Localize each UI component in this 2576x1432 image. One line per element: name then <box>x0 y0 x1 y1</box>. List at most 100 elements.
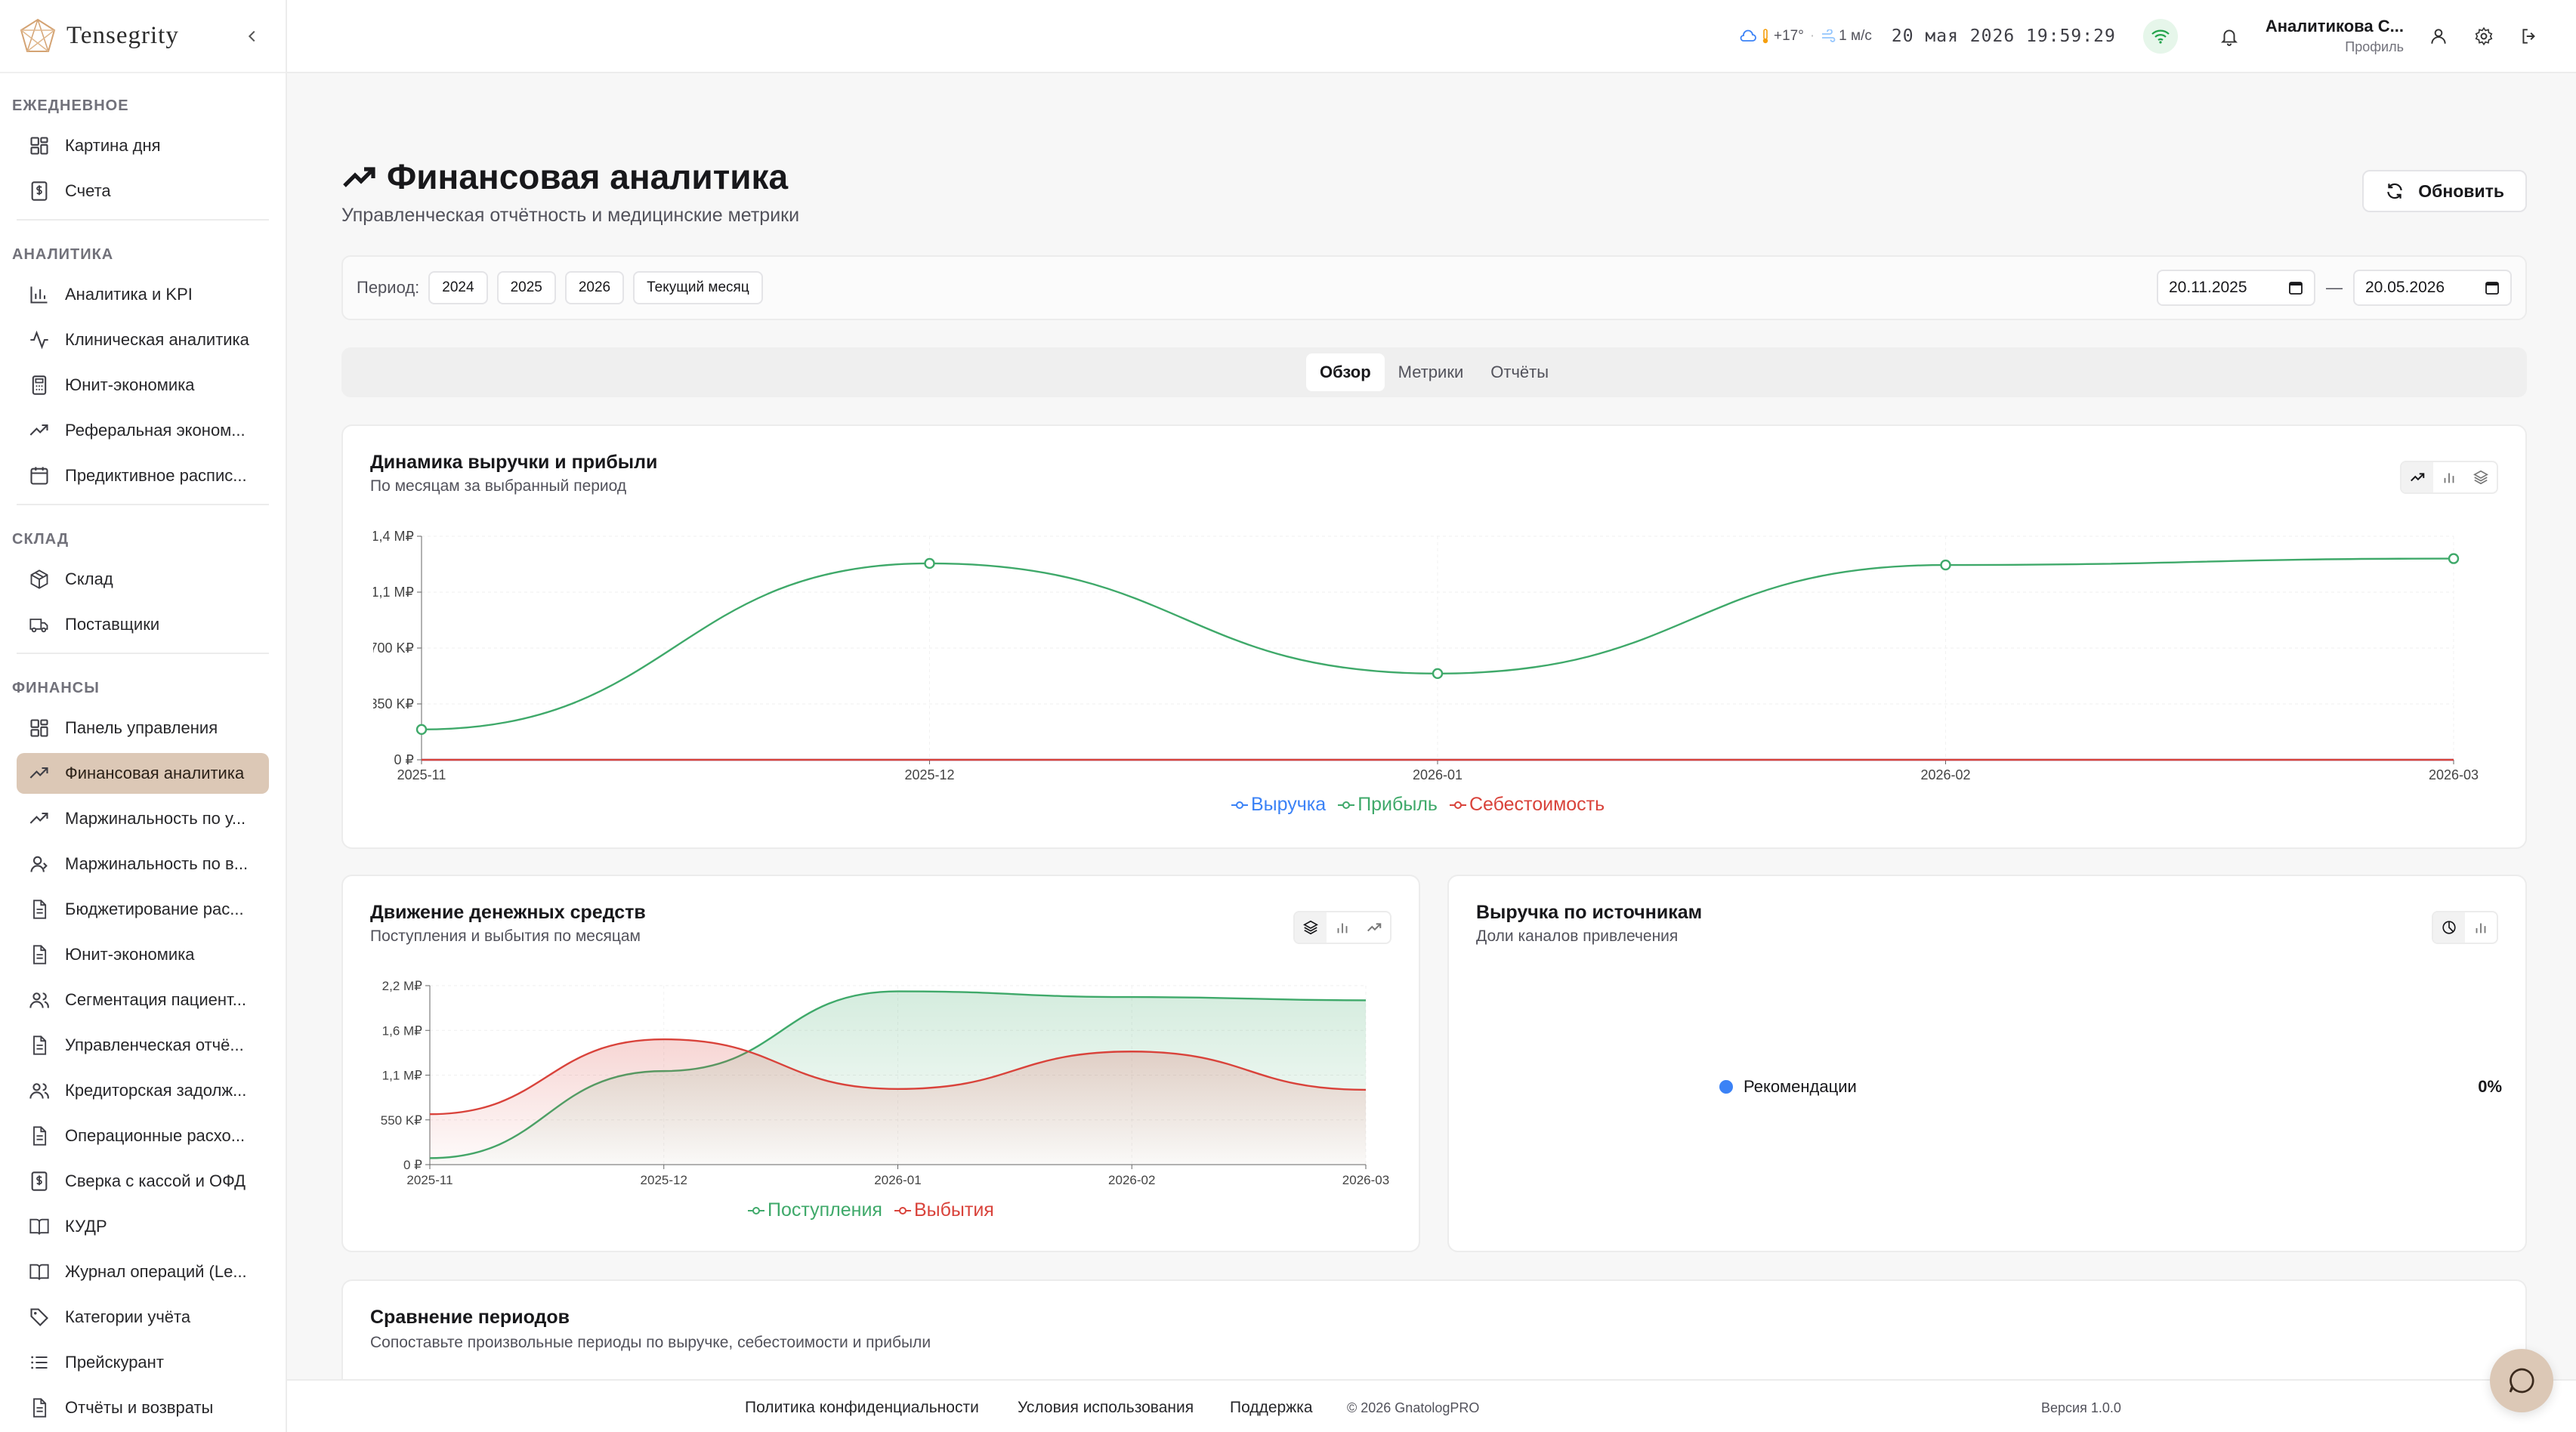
legend-item-outflow[interactable]: Выбытия <box>894 1199 994 1221</box>
sidebar-item-label: Управленческая отчё... <box>65 1035 244 1054</box>
legend-item-cost[interactable]: Себестоимость <box>1449 794 1605 816</box>
calendar-icon <box>2289 282 2303 295</box>
legend-item-profit[interactable]: Прибыль <box>1338 794 1438 816</box>
stacked-chart-button[interactable] <box>2465 462 2497 492</box>
y-tick-label: 550 K₽ <box>381 1113 422 1128</box>
sidebar-item-label: Маржинальность по у... <box>65 809 246 828</box>
list-icon <box>29 1352 50 1373</box>
legend-marker-icon <box>1231 801 1248 809</box>
x-tick-label: 2025-12 <box>641 1173 687 1187</box>
footer: Политика конфиденциальности Условия испо… <box>287 1379 2576 1432</box>
chat-button[interactable] <box>2490 1349 2553 1412</box>
sidebar-item[interactable]: Картина дня <box>17 125 269 166</box>
logout-button[interactable] <box>2513 20 2546 53</box>
sidebar-item[interactable]: Аналитика и KPI <box>17 274 269 315</box>
nav-section: Склад Поставщики <box>0 559 286 645</box>
period-2026-button[interactable]: 2026 <box>564 271 625 304</box>
sidebar-item[interactable]: Финансовая аналитика <box>17 753 269 794</box>
bar-chart-button[interactable] <box>2433 462 2465 492</box>
tab-reports[interactable]: Отчёты <box>1490 363 1549 381</box>
chart-legend: Поступления Выбытия <box>748 1199 1006 1221</box>
period-current-month-button[interactable]: Текущий месяц <box>633 271 763 304</box>
sidebar-item[interactable]: Бюджетирование рас... <box>17 889 269 930</box>
sidebar-item-label: Сегментация пациент... <box>65 990 247 1009</box>
y-tick-label: 1,1 M₽ <box>382 1069 423 1083</box>
support-link[interactable]: Поддержка <box>1230 1399 1313 1416</box>
file-icon <box>29 899 50 920</box>
privacy-link[interactable]: Политика конфиденциальности <box>745 1399 979 1416</box>
profile-button[interactable] <box>2422 20 2455 53</box>
legend-item-inflow[interactable]: Поступления <box>748 1199 882 1221</box>
sidebar-item[interactable]: Поставщики <box>17 604 269 645</box>
terms-link[interactable]: Условия использования <box>1018 1399 1194 1416</box>
pie-chart-button[interactable] <box>2433 912 2465 943</box>
refresh-button[interactable]: Обновить <box>2362 170 2527 212</box>
date-from-input[interactable]: 20.11.2025 <box>2157 270 2315 306</box>
sidebar-item[interactable]: Операционные расхо... <box>17 1116 269 1156</box>
sidebar-item[interactable]: Отчёты и возвраты <box>17 1387 269 1428</box>
sidebar-item-label: Отчёты и возвраты <box>65 1398 214 1417</box>
trending-up-icon <box>343 167 375 187</box>
sidebar-item[interactable]: Счета <box>17 171 269 211</box>
sidebar-item[interactable]: Маржинальность по у... <box>17 798 269 839</box>
sidebar-item[interactable]: Панель управления <box>17 708 269 748</box>
trending-up-icon <box>2411 473 2425 482</box>
sidebar-item[interactable]: Юнит-экономика <box>17 934 269 975</box>
x-tick-label: 2026-02 <box>1920 767 1970 782</box>
sidebar-item[interactable]: Склад <box>17 559 269 600</box>
bar-chart-button[interactable] <box>2465 912 2497 943</box>
y-tick-label: 0 ₽ <box>403 1158 422 1172</box>
bell-icon <box>2220 29 2238 46</box>
sidebar-item[interactable]: Кредиторская задолж... <box>17 1070 269 1111</box>
sidebar-nav: ЕЖЕДНЕВНОЕ Картина дня Счета АНАЛИТИКА Анали… <box>0 73 286 1428</box>
tab-metrics[interactable]: Метрики <box>1398 363 1464 381</box>
date-to-value: 20.05.2026 <box>2365 279 2445 296</box>
thermometer-icon <box>1762 28 1768 43</box>
sidebar-item[interactable]: Сегментация пациент... <box>17 980 269 1020</box>
sidebar-item-label: Операционные расхо... <box>65 1126 246 1145</box>
source-color-dot <box>1719 1080 1733 1094</box>
collapse-sidebar-button[interactable] <box>236 20 269 53</box>
sidebar-item[interactable]: Клиническая аналитика <box>17 319 269 360</box>
sidebar-item[interactable]: Категории учёта <box>17 1297 269 1338</box>
series-line <box>421 557 2454 731</box>
notifications-button[interactable] <box>2213 20 2246 53</box>
card-title: Динамика выручки и прибыли <box>370 452 658 473</box>
chart-type-switch <box>1293 911 1391 944</box>
page-header: Финансовая аналитика Управленческая отчё… <box>341 73 2527 255</box>
sidebar-item[interactable]: КУДР <box>17 1206 269 1247</box>
nav-separator <box>17 219 269 221</box>
area-chart-button[interactable] <box>1295 912 1327 943</box>
bar-chart-button[interactable] <box>1327 912 1358 943</box>
user-profile[interactable]: Аналитикова С... Профиль <box>2266 17 2404 55</box>
sidebar-item[interactable]: Юнит-экономика <box>17 365 269 406</box>
connection-status[interactable] <box>2142 18 2178 54</box>
legend-marker-icon <box>894 1206 911 1214</box>
sidebar-item[interactable]: Реферальная эконом... <box>17 410 269 451</box>
tag-icon <box>29 1307 50 1328</box>
date-to-input[interactable]: 20.05.2026 <box>2353 270 2512 306</box>
line-chart-button[interactable] <box>1358 912 1390 943</box>
settings-button[interactable] <box>2467 20 2500 53</box>
sidebar-item[interactable]: Управленческая отчё... <box>17 1025 269 1066</box>
sidebar-item[interactable]: Журнал операций (Le... <box>17 1251 269 1292</box>
period-2024-button[interactable]: 2024 <box>428 271 488 304</box>
nav-section: Аналитика и KPI Клиническая аналитика Юнит… <box>0 274 286 496</box>
sidebar-item-label: Юнит-экономика <box>65 945 195 964</box>
chart-type-switch <box>2432 911 2498 944</box>
refresh-icon <box>2387 183 2403 199</box>
receipt-icon <box>29 1171 50 1192</box>
sidebar-item[interactable]: Маржинальность по в... <box>17 844 269 884</box>
sidebar-item-label: Панель управления <box>65 718 218 737</box>
sidebar-item[interactable]: Предиктивное распис... <box>17 455 269 496</box>
legend-item-revenue[interactable]: Выручка <box>1231 794 1326 816</box>
revenue-sources-card: Выручка по источникам Доли каналов привл… <box>1447 875 2527 1252</box>
tab-overview[interactable]: Обзор <box>1305 353 1385 391</box>
cloud-icon <box>1740 29 1756 42</box>
line-chart-button[interactable] <box>2401 462 2433 492</box>
file-icon <box>29 1125 50 1147</box>
sidebar-item-label: Категории учёта <box>65 1307 191 1326</box>
period-2025-button[interactable]: 2025 <box>496 271 556 304</box>
sidebar-item[interactable]: Прейскурант <box>17 1342 269 1383</box>
sidebar-item[interactable]: Сверка с кассой и ОФД <box>17 1161 269 1202</box>
